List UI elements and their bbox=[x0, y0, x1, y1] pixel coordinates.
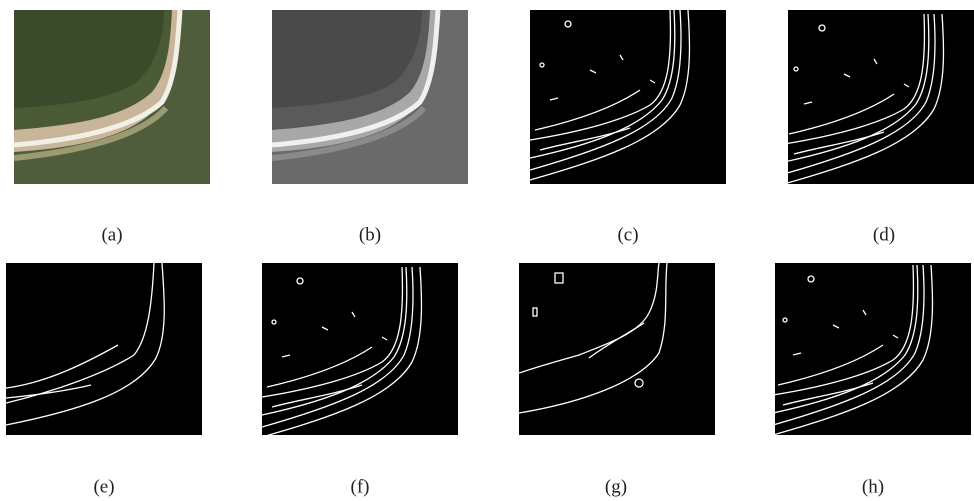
page: {"figure": {"panels": [ {"label": "(a)"}… bbox=[0, 0, 974, 501]
panel-a-image bbox=[14, 10, 210, 184]
panel-f-image bbox=[262, 263, 458, 437]
panel-g-image bbox=[519, 263, 715, 435]
panel-label: (e) bbox=[93, 476, 114, 497]
panel-label: (d) bbox=[873, 224, 895, 245]
panel-c-image bbox=[530, 10, 726, 184]
panel-h-image bbox=[773, 263, 971, 435]
panel-e-image bbox=[6, 263, 202, 435]
panel-label: (c) bbox=[617, 224, 638, 245]
panel-b-image bbox=[272, 10, 468, 184]
panel-label: (a) bbox=[101, 224, 122, 245]
panel-label: (f) bbox=[351, 476, 370, 497]
panel-label: (b) bbox=[359, 224, 381, 245]
panel-d-image bbox=[784, 10, 974, 184]
panel-label: (h) bbox=[862, 476, 884, 497]
figure: (a) (b) (c) (d) (e) (f) (g) (h) bbox=[0, 0, 974, 501]
panel-label: (g) bbox=[605, 476, 627, 497]
